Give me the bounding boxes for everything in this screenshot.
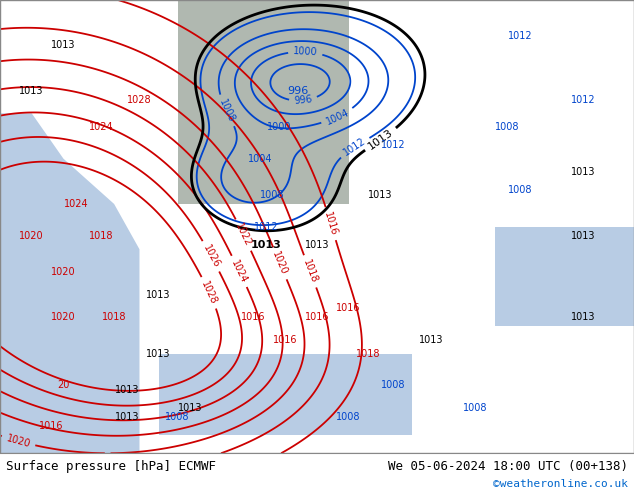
Text: 1013: 1013 xyxy=(146,348,171,359)
Text: 1013: 1013 xyxy=(366,127,395,151)
Text: 1018: 1018 xyxy=(102,312,126,322)
Text: 1013: 1013 xyxy=(51,40,75,50)
Text: 1004: 1004 xyxy=(324,107,351,126)
Text: 1018: 1018 xyxy=(356,348,380,359)
Text: 1008: 1008 xyxy=(165,412,190,422)
Text: 1008: 1008 xyxy=(495,122,519,132)
Text: 1013: 1013 xyxy=(571,312,595,322)
Text: 1020: 1020 xyxy=(20,231,44,241)
Text: 1016: 1016 xyxy=(39,421,63,431)
Text: 1013: 1013 xyxy=(178,403,202,413)
Text: 1013: 1013 xyxy=(368,190,392,200)
Text: 1018: 1018 xyxy=(301,258,319,285)
Text: 1008: 1008 xyxy=(337,412,361,422)
Text: 1024: 1024 xyxy=(64,199,88,209)
Text: 1020: 1020 xyxy=(271,250,289,277)
Text: 1008: 1008 xyxy=(381,380,405,390)
Polygon shape xyxy=(158,354,412,435)
Text: 1024: 1024 xyxy=(230,258,249,285)
Text: 1008: 1008 xyxy=(463,403,488,413)
Text: 1018: 1018 xyxy=(89,231,113,241)
Text: 1012: 1012 xyxy=(381,140,405,150)
Text: 1000: 1000 xyxy=(293,47,318,58)
Text: 996: 996 xyxy=(294,95,313,106)
Text: 1016: 1016 xyxy=(273,335,297,345)
Polygon shape xyxy=(495,226,634,326)
Polygon shape xyxy=(0,113,139,453)
Text: 1016: 1016 xyxy=(242,312,266,322)
Text: 1013: 1013 xyxy=(419,335,443,345)
Text: 1020: 1020 xyxy=(5,433,32,449)
Text: 1026: 1026 xyxy=(201,243,221,270)
Text: 1012: 1012 xyxy=(254,221,278,232)
Text: We 05-06-2024 18:00 UTC (00+138): We 05-06-2024 18:00 UTC (00+138) xyxy=(387,460,628,473)
Polygon shape xyxy=(178,0,349,204)
Text: 1022: 1022 xyxy=(233,221,254,248)
Text: 1008: 1008 xyxy=(508,185,532,196)
Text: 1013: 1013 xyxy=(146,290,171,299)
Text: 1012: 1012 xyxy=(571,95,595,105)
Text: 1012: 1012 xyxy=(508,31,532,41)
Text: 1000: 1000 xyxy=(267,122,291,132)
Text: 1016: 1016 xyxy=(337,303,361,313)
Text: 1008: 1008 xyxy=(261,190,285,200)
Text: 1016: 1016 xyxy=(305,312,329,322)
Text: 20: 20 xyxy=(57,380,70,390)
Text: Surface pressure [hPa] ECMWF: Surface pressure [hPa] ECMWF xyxy=(6,460,216,473)
Text: 1013: 1013 xyxy=(115,385,139,395)
Text: 1013: 1013 xyxy=(571,167,595,177)
Text: 1028: 1028 xyxy=(200,279,219,306)
Text: 1013: 1013 xyxy=(20,86,44,96)
Text: 1012: 1012 xyxy=(342,136,368,158)
Text: 1004: 1004 xyxy=(248,154,272,164)
Text: 1013: 1013 xyxy=(571,231,595,241)
Text: ©weatheronline.co.uk: ©weatheronline.co.uk xyxy=(493,480,628,490)
Text: 1013: 1013 xyxy=(115,412,139,422)
Text: 996: 996 xyxy=(287,86,309,96)
Text: 1016: 1016 xyxy=(323,210,339,237)
Text: 1028: 1028 xyxy=(127,95,152,105)
Text: 1013: 1013 xyxy=(251,240,281,250)
Text: 1008: 1008 xyxy=(217,98,236,124)
Text: 1020: 1020 xyxy=(51,267,75,277)
Text: 1020: 1020 xyxy=(51,312,75,322)
Text: 1013: 1013 xyxy=(305,240,329,250)
Text: 1024: 1024 xyxy=(89,122,113,132)
